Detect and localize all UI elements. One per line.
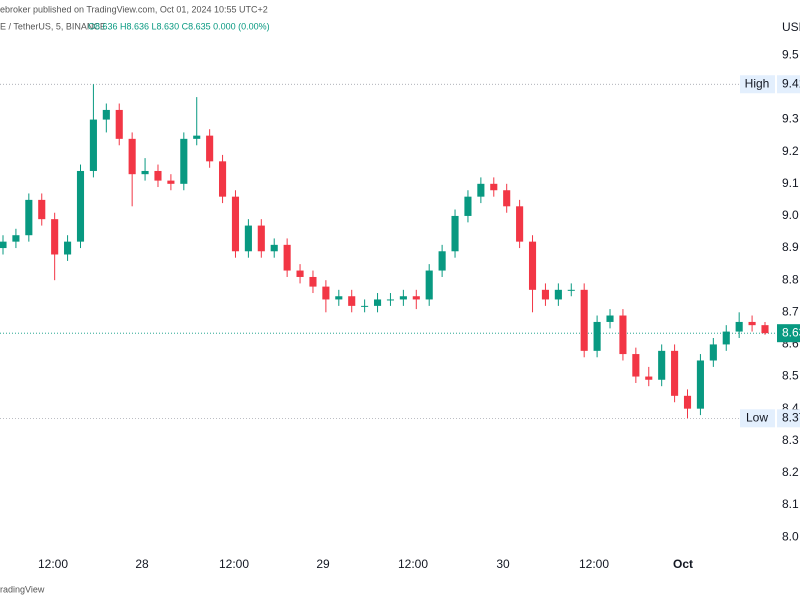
candle-body	[206, 135, 214, 162]
last-price-box	[777, 324, 800, 343]
candle-body	[257, 225, 265, 252]
candle-body	[658, 350, 666, 380]
candle-body	[38, 199, 46, 220]
candle-body	[567, 289, 575, 291]
low_marker-value-box	[777, 409, 800, 428]
publisher: ebroker published on TradingView.com, Oc…	[0, 4, 268, 14]
candle-body	[244, 225, 252, 252]
x-tick-label: 12:00	[38, 557, 68, 571]
candle-body	[748, 321, 756, 326]
candle-body	[335, 296, 343, 300]
y-tick-label: 8.3	[782, 433, 799, 447]
candle-body	[412, 296, 420, 300]
high_marker-value-box	[777, 75, 800, 94]
candle-body	[219, 161, 227, 197]
symbol: E / TetherUS, 5, BINANCE	[0, 21, 106, 31]
x-tick-label: 29	[316, 557, 330, 571]
candle-body	[490, 183, 498, 191]
candle-body	[503, 190, 511, 207]
last-price-label: 8.635	[782, 325, 800, 339]
candle-body	[167, 180, 175, 184]
y-tick-label: 9.5	[782, 48, 799, 62]
candle-body	[154, 170, 162, 181]
x-tick-label: 12:00	[398, 557, 428, 571]
candle-body	[619, 315, 627, 355]
low_marker-label-box	[740, 409, 775, 428]
candle-body	[0, 241, 7, 249]
y-tick-label: 8.9	[782, 240, 799, 254]
currency: USD	[782, 20, 800, 34]
x-tick-label: 12:00	[579, 557, 609, 571]
candle-body	[193, 135, 201, 139]
candle-body	[671, 350, 679, 396]
candle-body	[477, 183, 485, 197]
candle-body	[270, 244, 278, 252]
candle-body	[348, 296, 356, 306]
x-tick-label: 28	[135, 557, 149, 571]
candle-body	[283, 244, 291, 271]
candle-body	[12, 235, 20, 242]
high_marker-label: High	[745, 76, 770, 90]
candle-body	[309, 276, 317, 287]
y-tick-label: 9.1	[782, 176, 799, 190]
candle-body	[128, 138, 136, 175]
candle-body	[606, 315, 614, 322]
x-tick-label: Oct	[673, 557, 693, 571]
candle-body	[438, 251, 446, 271]
candle-body	[231, 196, 240, 252]
candle-body	[464, 196, 472, 216]
y-tick-label: 8.5	[782, 369, 799, 383]
candle-body	[516, 206, 524, 242]
x-tick-label: 12:00	[219, 557, 249, 571]
high_marker-label-box	[740, 75, 775, 94]
candle-body	[580, 289, 588, 351]
y-tick-label: 8.2	[782, 465, 799, 479]
candle-body	[102, 109, 110, 120]
candle-body	[735, 321, 743, 332]
candle-body	[645, 376, 653, 380]
candle-body	[386, 299, 395, 301]
candle-body	[361, 305, 369, 307]
low_marker-label: Low	[746, 410, 768, 424]
y-tick-label: 9.0	[782, 208, 799, 222]
candle-body	[722, 331, 730, 345]
candle-body	[451, 215, 459, 252]
candle-body	[541, 289, 549, 300]
candle-body	[25, 199, 33, 236]
candle-body	[373, 299, 382, 306]
candle-body	[593, 321, 601, 351]
candle-body	[696, 360, 704, 409]
x-tick-label: 30	[496, 557, 510, 571]
candle-body	[141, 170, 149, 175]
candle-body	[180, 138, 188, 184]
y-tick-label: 8.1	[782, 497, 799, 511]
candle-body	[554, 289, 562, 300]
y-tick-label: 9.2	[782, 144, 799, 158]
candle-body	[322, 286, 330, 300]
y-tick-label: 8.8	[782, 272, 799, 286]
y-tick-label: 9.3	[782, 112, 799, 126]
candle-body	[64, 241, 72, 255]
candle-body	[683, 395, 692, 409]
candle-body	[425, 270, 433, 300]
y-tick-label: 8.0	[782, 529, 799, 543]
low_marker-value: 8.37	[782, 410, 800, 424]
candle-body	[89, 119, 97, 171]
candle-body	[51, 219, 59, 255]
candle-body	[528, 241, 537, 290]
ohlc-values: O8.636 H8.636 L8.630 C8.635 0.000 (0.00%…	[88, 21, 270, 31]
candle-body	[399, 296, 407, 300]
candle-body	[761, 325, 769, 334]
candle-body	[76, 170, 85, 242]
y-tick-label: 8.7	[782, 304, 799, 318]
footer: radingView	[0, 584, 45, 594]
candle-body	[115, 109, 123, 139]
high_marker-value: 9.41	[782, 76, 800, 90]
candle-body	[296, 270, 304, 277]
candle-body	[709, 344, 717, 361]
candle-body	[632, 354, 640, 377]
